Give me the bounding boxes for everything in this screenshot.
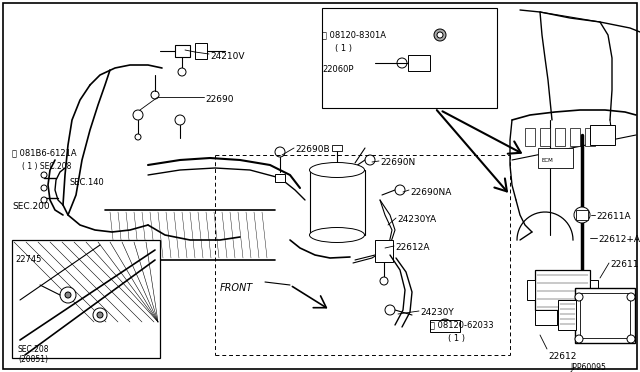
Circle shape: [627, 293, 635, 301]
Bar: [408, 55, 430, 71]
Bar: [322, 8, 497, 108]
Circle shape: [41, 172, 47, 178]
Circle shape: [36, 180, 52, 196]
Text: 22690N: 22690N: [380, 158, 415, 167]
Circle shape: [151, 91, 159, 99]
Text: SEC.140: SEC.140: [70, 178, 105, 187]
Bar: [590, 125, 615, 145]
Circle shape: [385, 305, 395, 315]
Bar: [590, 280, 598, 300]
Circle shape: [93, 308, 107, 322]
Text: SEC.208: SEC.208: [18, 345, 49, 354]
Bar: [535, 310, 557, 325]
Text: 24230YA: 24230YA: [397, 215, 436, 224]
Circle shape: [397, 58, 407, 68]
Bar: [12, 240, 160, 358]
Bar: [310, 170, 365, 235]
Circle shape: [437, 32, 443, 38]
Circle shape: [395, 185, 405, 195]
Text: 22060P: 22060P: [322, 65, 353, 74]
Text: ( 1 ) SEC.208: ( 1 ) SEC.208: [22, 162, 72, 171]
Text: ( 1 ): ( 1 ): [335, 44, 352, 53]
Text: JPP60095: JPP60095: [570, 363, 606, 372]
Bar: [576, 210, 588, 220]
Circle shape: [434, 29, 446, 41]
Circle shape: [380, 277, 388, 285]
Text: 22612+A: 22612+A: [598, 235, 640, 244]
Bar: [540, 128, 550, 146]
Bar: [518, 128, 598, 173]
Text: ( 1 ): ( 1 ): [448, 334, 465, 343]
Bar: [570, 128, 580, 146]
Bar: [430, 320, 460, 332]
Bar: [580, 293, 630, 338]
Circle shape: [627, 335, 635, 343]
Circle shape: [442, 322, 448, 328]
Text: 22611A: 22611A: [596, 212, 630, 221]
Text: 22690NA: 22690NA: [410, 188, 451, 197]
Bar: [525, 128, 535, 146]
Circle shape: [175, 115, 185, 125]
Circle shape: [41, 197, 47, 203]
Text: 22612: 22612: [548, 352, 577, 361]
Bar: [575, 288, 635, 343]
Circle shape: [178, 68, 186, 76]
Circle shape: [133, 110, 143, 120]
Bar: [527, 280, 535, 300]
Circle shape: [577, 210, 587, 220]
Circle shape: [365, 155, 375, 165]
Circle shape: [65, 292, 71, 298]
Circle shape: [275, 147, 285, 157]
Ellipse shape: [310, 163, 365, 177]
Circle shape: [97, 312, 103, 318]
Circle shape: [135, 134, 141, 140]
Circle shape: [41, 185, 47, 191]
Circle shape: [439, 319, 451, 331]
Bar: [195, 43, 207, 59]
Bar: [538, 148, 573, 168]
Ellipse shape: [310, 228, 365, 243]
Bar: [332, 145, 342, 151]
Bar: [535, 270, 590, 310]
Text: 22611: 22611: [610, 260, 639, 269]
Text: (20851): (20851): [18, 355, 48, 364]
Text: Ⓑ 081B6-6121A: Ⓑ 081B6-6121A: [12, 148, 77, 157]
Text: 22745: 22745: [15, 255, 42, 264]
Text: Ⓑ 08120-8301A: Ⓑ 08120-8301A: [322, 30, 386, 39]
Text: SEC.200: SEC.200: [12, 202, 50, 211]
Bar: [375, 240, 393, 262]
Circle shape: [575, 293, 583, 301]
Text: 22612A: 22612A: [395, 243, 429, 252]
Bar: [105, 210, 275, 260]
Text: 22690: 22690: [205, 95, 234, 104]
Bar: [175, 45, 190, 57]
Bar: [275, 174, 285, 182]
Circle shape: [574, 207, 590, 223]
Bar: [585, 128, 595, 146]
Circle shape: [60, 287, 76, 303]
Ellipse shape: [265, 210, 285, 260]
Text: 22690B: 22690B: [295, 145, 330, 154]
Text: ECM: ECM: [542, 158, 554, 163]
Text: Ⓑ 08120-62033: Ⓑ 08120-62033: [430, 320, 493, 329]
Bar: [555, 128, 565, 146]
Text: 24230Y: 24230Y: [420, 308, 454, 317]
Text: 24210V: 24210V: [210, 52, 244, 61]
Ellipse shape: [95, 210, 115, 260]
Text: FRONT: FRONT: [220, 283, 253, 293]
Bar: [558, 300, 576, 330]
Circle shape: [575, 335, 583, 343]
